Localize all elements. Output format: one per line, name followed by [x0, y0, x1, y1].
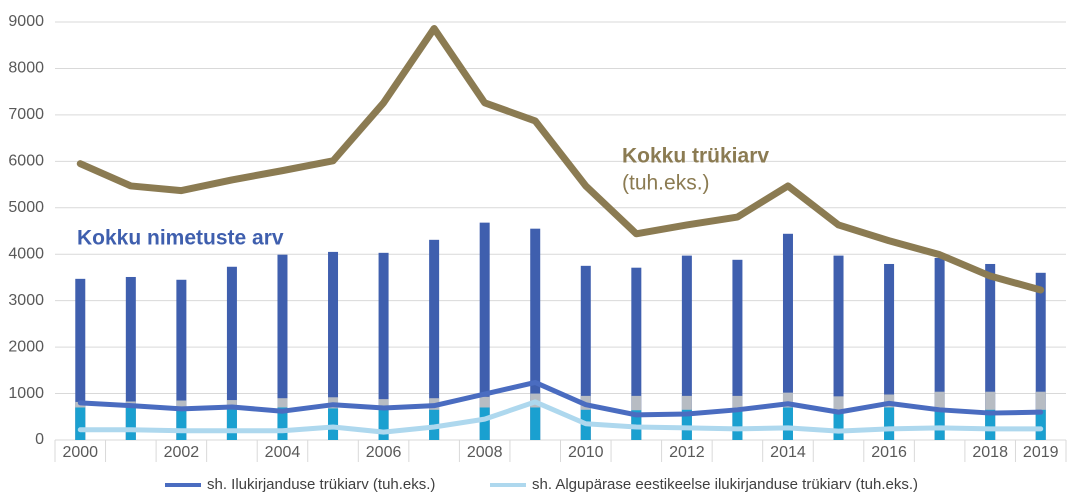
bar	[328, 251, 339, 440]
y-tick-label: 2000	[8, 338, 44, 355]
bar	[328, 408, 339, 440]
bar	[429, 239, 440, 440]
x-tick-label: 2002	[164, 444, 200, 461]
annotation: (tuh.eks.)	[622, 172, 710, 195]
bar	[530, 407, 541, 440]
y-tick-label: 6000	[8, 153, 44, 170]
bar	[884, 407, 895, 440]
bar	[782, 233, 793, 440]
line	[77, 379, 1044, 418]
y-tick-label: 9000	[8, 13, 44, 30]
bar	[985, 409, 996, 440]
bar	[732, 409, 743, 440]
x-tick-label: 2006	[366, 444, 402, 461]
bar	[479, 407, 490, 440]
bar	[226, 407, 237, 440]
y-tick-label: 8000	[8, 60, 44, 77]
bar	[1035, 409, 1046, 440]
bar	[378, 252, 389, 440]
bar	[378, 409, 389, 440]
bar	[985, 263, 996, 440]
x-tick-label: 2019	[1023, 444, 1059, 461]
bar	[782, 407, 793, 440]
annotation: Kokku trükiarv	[622, 145, 769, 168]
bar	[277, 407, 288, 440]
bar	[125, 276, 136, 440]
bar	[934, 409, 945, 440]
bar	[580, 265, 591, 440]
bar	[479, 222, 490, 440]
bar	[75, 407, 86, 440]
bar	[125, 407, 136, 440]
x-tick-label: 2014	[770, 444, 806, 461]
y-tick-label: 0	[35, 431, 44, 448]
y-tick-label: 3000	[8, 292, 44, 309]
y-tick-label: 4000	[8, 245, 44, 262]
y-tick-label: 5000	[8, 199, 44, 216]
x-tick-label: 2008	[467, 444, 503, 461]
bar	[631, 267, 642, 440]
bar	[226, 266, 237, 440]
bar	[833, 255, 844, 440]
x-tick-label: 2018	[972, 444, 1008, 461]
bar	[176, 408, 187, 440]
legend-label: sh. Algupärase eestikeelse ilukirjanduse…	[532, 476, 918, 492]
bar	[1035, 272, 1046, 440]
x-tick-label: 2004	[265, 444, 301, 461]
annotation: Kokku nimetuste arv	[77, 227, 284, 250]
x-tick-label: 2012	[669, 444, 705, 461]
bar	[681, 409, 692, 440]
line	[76, 25, 1045, 294]
bar	[833, 409, 844, 440]
line	[77, 399, 1044, 435]
x-tick-label: 2010	[568, 444, 604, 461]
x-tick-label: 2000	[62, 444, 98, 461]
bar	[530, 228, 541, 440]
bar	[176, 279, 187, 440]
legend-label: sh. Ilukirjanduse trükiarv (tuh.eks.)	[207, 476, 435, 492]
bar	[732, 259, 743, 440]
y-tick-label: 1000	[8, 385, 44, 402]
bar	[75, 278, 86, 440]
x-tick-label: 2016	[871, 444, 907, 461]
bar	[884, 263, 895, 440]
bar	[681, 255, 692, 440]
y-tick-label: 7000	[8, 106, 44, 123]
bar	[934, 257, 945, 440]
bar	[277, 254, 288, 440]
